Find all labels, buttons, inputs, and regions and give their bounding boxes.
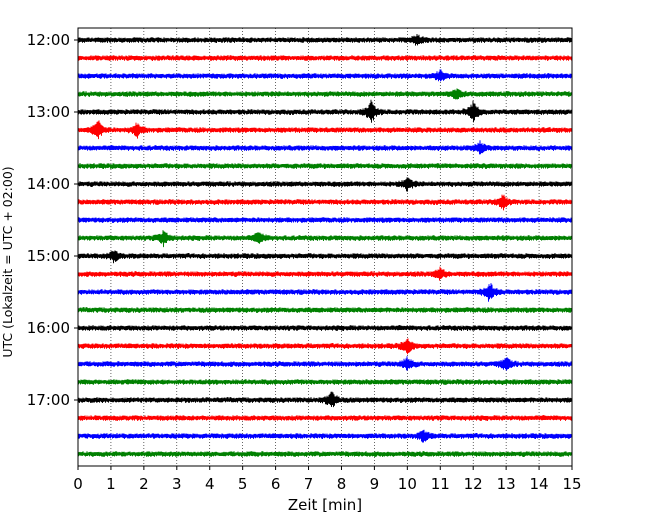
trace-1445 <box>77 230 573 248</box>
y-axis-label: UTC (Lokalzeit = UTC + 02:00) <box>0 166 15 357</box>
trace-1300 <box>77 99 573 123</box>
y-tick-label: 13:00 <box>27 103 70 121</box>
x-tick-label: 7 <box>304 475 314 493</box>
trace-1315 <box>77 120 573 140</box>
trace-1230 <box>77 69 573 82</box>
x-tick-label: 8 <box>337 475 347 493</box>
trace-1745 <box>77 450 573 458</box>
x-tick-label: 10 <box>398 475 417 493</box>
x-axis-label: Zeit [min] <box>288 496 362 514</box>
trace-1600 <box>77 324 573 331</box>
trace-1615 <box>77 338 573 355</box>
trace-1400 <box>77 177 573 192</box>
trace-1215 <box>77 54 573 61</box>
trace-1200 <box>77 33 573 46</box>
trace-1730 <box>77 429 573 443</box>
x-tick-label: 6 <box>271 475 281 493</box>
x-tick-label: 13 <box>497 475 516 493</box>
x-tick-label: 14 <box>530 475 549 493</box>
x-tick-label: 5 <box>238 475 248 493</box>
x-tick-label: 4 <box>205 475 215 493</box>
x-tick-label: 9 <box>370 475 380 493</box>
trace-1430 <box>77 217 573 224</box>
x-tick-label: 15 <box>562 475 581 493</box>
x-tick-label: 12 <box>464 475 483 493</box>
trace-1545 <box>77 306 573 313</box>
x-tick-label: 0 <box>73 475 83 493</box>
x-tick-label: 2 <box>139 475 149 493</box>
x-tick-label: 3 <box>172 475 182 493</box>
y-axis-ticks: 12:00 13:00 14:00 15:00 16:00 17:00 <box>27 31 78 409</box>
vertical-gridlines <box>110 28 540 466</box>
x-axis-ticks: 0 1 2 3 4 5 6 7 8 9 10 11 12 13 14 15 <box>73 466 582 493</box>
y-tick-label: 17:00 <box>27 391 70 409</box>
x-tick-label: 11 <box>431 475 450 493</box>
y-tick-label: 15:00 <box>27 247 70 265</box>
y-tick-label: 12:00 <box>27 31 70 49</box>
trace-1245 <box>77 88 573 100</box>
trace-1415 <box>77 194 573 211</box>
trace-1330 <box>77 140 573 155</box>
x-tick-label: 1 <box>106 475 116 493</box>
plot-frame <box>77 27 573 467</box>
y-tick-label: 16:00 <box>27 319 70 337</box>
trace-1345 <box>77 162 573 170</box>
trace-1630 <box>77 356 573 371</box>
trace-1700 <box>77 391 573 408</box>
trace-1715 <box>77 414 573 421</box>
trace-1530 <box>77 283 573 302</box>
y-tick-label: 14:00 <box>27 175 70 193</box>
trace-1645 <box>77 378 573 385</box>
seismogram-traces <box>77 33 573 458</box>
trace-1515 <box>77 266 573 281</box>
trace-1500 <box>77 250 573 264</box>
